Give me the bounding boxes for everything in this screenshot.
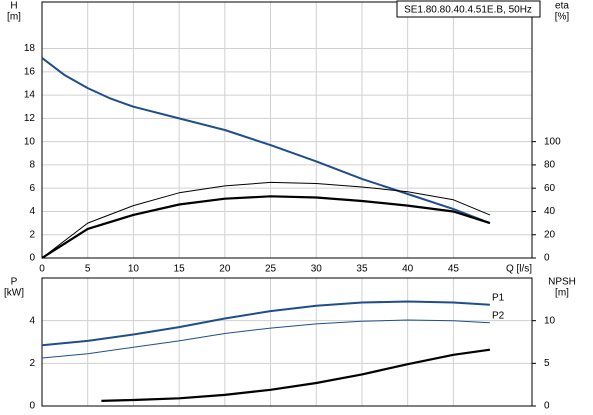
- x-tick-label: 15: [174, 264, 186, 275]
- series-line: [41, 319, 490, 359]
- series-label: P1: [492, 292, 505, 303]
- y2-tick-label: 0: [544, 253, 550, 264]
- series-line: [41, 195, 491, 259]
- x-tick-label: 5: [85, 264, 91, 275]
- y-axis-label: P: [11, 277, 18, 288]
- x-tick-label: 25: [265, 264, 277, 275]
- y-tick-label: 18: [24, 43, 36, 54]
- x-tick-label: 35: [356, 264, 368, 275]
- x-tick-label: 10: [128, 264, 140, 275]
- y2-tick-label: 5: [544, 358, 550, 369]
- y2-tick-label: 0: [544, 401, 550, 412]
- y-tick-label: 4: [29, 315, 35, 326]
- y-tick-label: 10: [24, 136, 36, 147]
- series-line: [41, 300, 490, 347]
- y-tick-label: 12: [24, 113, 36, 124]
- x-tick-label: 0: [39, 264, 45, 275]
- y-tick-label: 0: [29, 401, 35, 412]
- y2-tick-label: 10: [544, 315, 556, 326]
- y-tick-label: 0: [29, 253, 35, 264]
- y-axis-unit: [m]: [7, 12, 21, 23]
- y-tick-label: 2: [29, 229, 35, 240]
- series-line: [41, 57, 491, 225]
- series-line: [101, 348, 491, 402]
- y-tick-label: 6: [29, 183, 35, 194]
- plot-frame: [41, 277, 533, 407]
- y2-tick-label: 80: [544, 160, 556, 171]
- y-tick-label: 4: [29, 206, 35, 217]
- y-tick-label: 8: [29, 160, 35, 171]
- y2-tick-label: 40: [544, 206, 556, 217]
- y-tick-label: 16: [24, 66, 36, 77]
- chart-title: SE1.80.80.40.4.51E.B, 50Hz: [404, 5, 532, 16]
- y2-axis-label: eta: [555, 1, 569, 12]
- y-axis-unit: [kW]: [4, 288, 24, 299]
- title-box: [396, 0, 541, 18]
- x-tick-label: 30: [311, 264, 323, 275]
- y-axis-label: H: [10, 1, 17, 12]
- series-label: P2: [492, 310, 505, 321]
- y2-tick-label: 100: [544, 136, 561, 147]
- y-tick-label: 2: [29, 358, 35, 369]
- x-axis-label: Q [l/s]: [506, 264, 532, 275]
- y2-tick-label: 60: [544, 183, 556, 194]
- x-tick-label: 20: [219, 264, 231, 275]
- y2-axis-label: NPSH: [548, 277, 576, 288]
- x-tick-label: 45: [448, 264, 460, 275]
- y-tick-label: 14: [24, 90, 36, 101]
- y2-tick-label: 20: [544, 229, 556, 240]
- y2-axis-unit: [%]: [555, 12, 570, 23]
- plot-frame: [41, 1, 533, 259]
- y2-axis-unit: [m]: [555, 288, 569, 299]
- x-tick-label: 40: [402, 264, 414, 275]
- series-line: [41, 181, 491, 259]
